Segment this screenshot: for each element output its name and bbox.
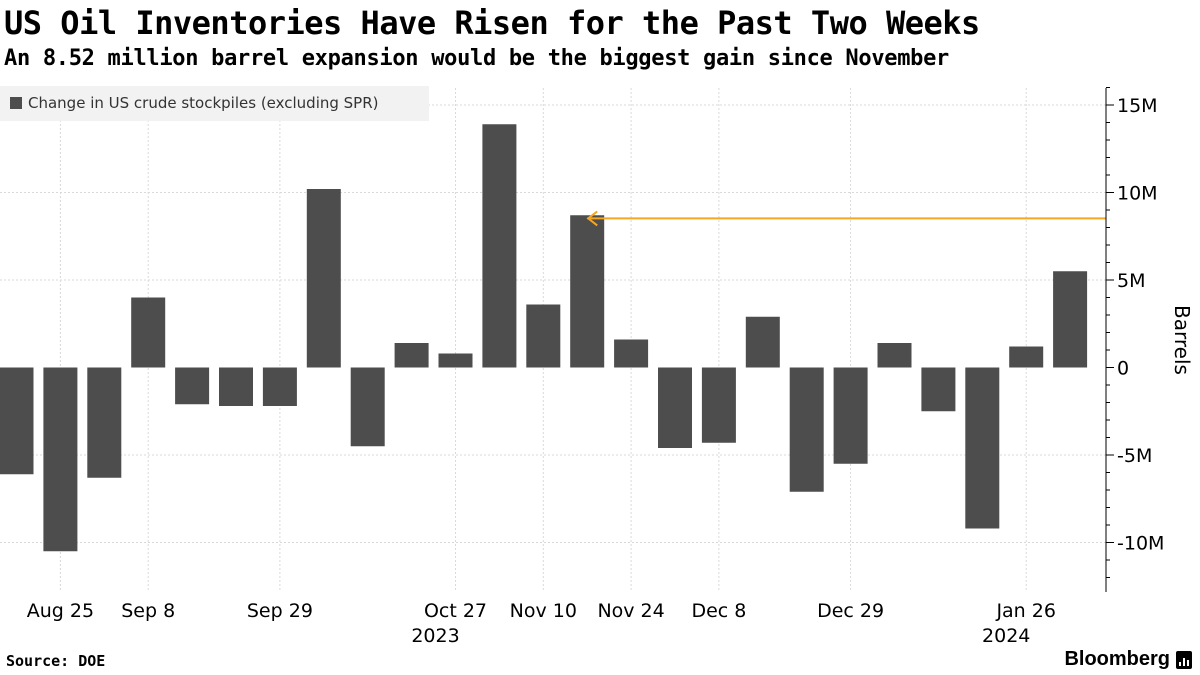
source-note: Source: DOE xyxy=(6,652,106,670)
brand-logo: Bloomberg xyxy=(1064,648,1192,671)
legend: Change in US crude stockpiles (excluding… xyxy=(0,86,429,121)
x-tick-label: Aug 25 xyxy=(27,600,94,622)
x-tick-label: Nov 10 xyxy=(510,600,577,622)
bar-2023-08-18 xyxy=(0,367,34,475)
x-year-label: 2023 xyxy=(411,625,459,647)
bar-2024-01-05 xyxy=(877,343,912,368)
x-tick-label: Dec 8 xyxy=(691,600,746,622)
bar-2023-12-01 xyxy=(658,367,692,448)
y-tick-label: 15M xyxy=(1117,95,1158,117)
bar-2023-12-29 xyxy=(833,367,868,464)
y-tick-label: 0 xyxy=(1117,358,1129,380)
x-tick-label: Dec 29 xyxy=(817,600,884,622)
x-tick-label: Sep 8 xyxy=(121,600,175,622)
bar-2023-12-15 xyxy=(745,316,780,368)
y-tick-label: -5M xyxy=(1117,445,1152,467)
bar-2023-11-17 xyxy=(570,215,605,368)
y-tick-label: 10M xyxy=(1117,183,1158,205)
chart-title: US Oil Inventories Have Risen for the Pa… xyxy=(4,4,980,42)
bar-2023-10-13 xyxy=(350,367,385,447)
x-tick-label: Jan 26 xyxy=(995,600,1056,622)
bar-2023-11-10 xyxy=(526,304,561,368)
x-tick-label: Nov 24 xyxy=(597,600,664,622)
legend-background xyxy=(0,86,429,121)
bar-2023-11-24 xyxy=(614,339,649,368)
x-year-label: 2024 xyxy=(982,625,1030,647)
bar-2023-10-27 xyxy=(438,353,473,368)
bar-2023-09-01 xyxy=(87,367,122,478)
x-axis: Aug 25 Sep 8 Sep 29 Oct 27 2023 Nov 10 Nov 24 D… xyxy=(27,600,1056,647)
bar-2024-02-02 xyxy=(1053,271,1088,368)
bar-2023-09-08 xyxy=(131,297,166,368)
bar-2023-08-25 xyxy=(43,367,78,552)
bar-2023-09-29 xyxy=(262,367,297,406)
bar-2023-09-15 xyxy=(175,367,210,405)
x-tick-label: Sep 29 xyxy=(247,600,313,622)
bar-2023-11-03 xyxy=(482,124,517,368)
legend-label: Change in US crude stockpiles (excluding… xyxy=(28,94,379,112)
bars xyxy=(0,124,1088,552)
y-axis: 15M 10M 5M 0 -5M -10M xyxy=(1105,87,1164,592)
legend-swatch xyxy=(10,97,22,109)
x-tick-label: Oct 27 xyxy=(424,600,487,622)
bar-2023-12-22 xyxy=(789,367,824,492)
y-tick-label: 5M xyxy=(1117,270,1145,292)
reference-annotation xyxy=(586,210,1106,227)
bar-2024-01-19 xyxy=(965,367,1000,529)
y-tick-label: -10M xyxy=(1117,533,1164,555)
brand-icon xyxy=(1176,650,1192,669)
bar-2023-10-20 xyxy=(394,343,429,368)
bar-2024-01-12 xyxy=(921,367,956,412)
chart-subtitle: An 8.52 million barrel expansion would b… xyxy=(4,46,949,71)
bar-2023-12-08 xyxy=(701,367,736,443)
reference-arrowhead xyxy=(586,210,598,227)
bar-2023-10-06 xyxy=(306,189,341,368)
brand-name: Bloomberg xyxy=(1064,648,1170,670)
bar-2024-01-26 xyxy=(1009,346,1044,368)
y-axis-label: Barrels xyxy=(1170,305,1194,375)
bar-2023-09-22 xyxy=(219,367,253,406)
